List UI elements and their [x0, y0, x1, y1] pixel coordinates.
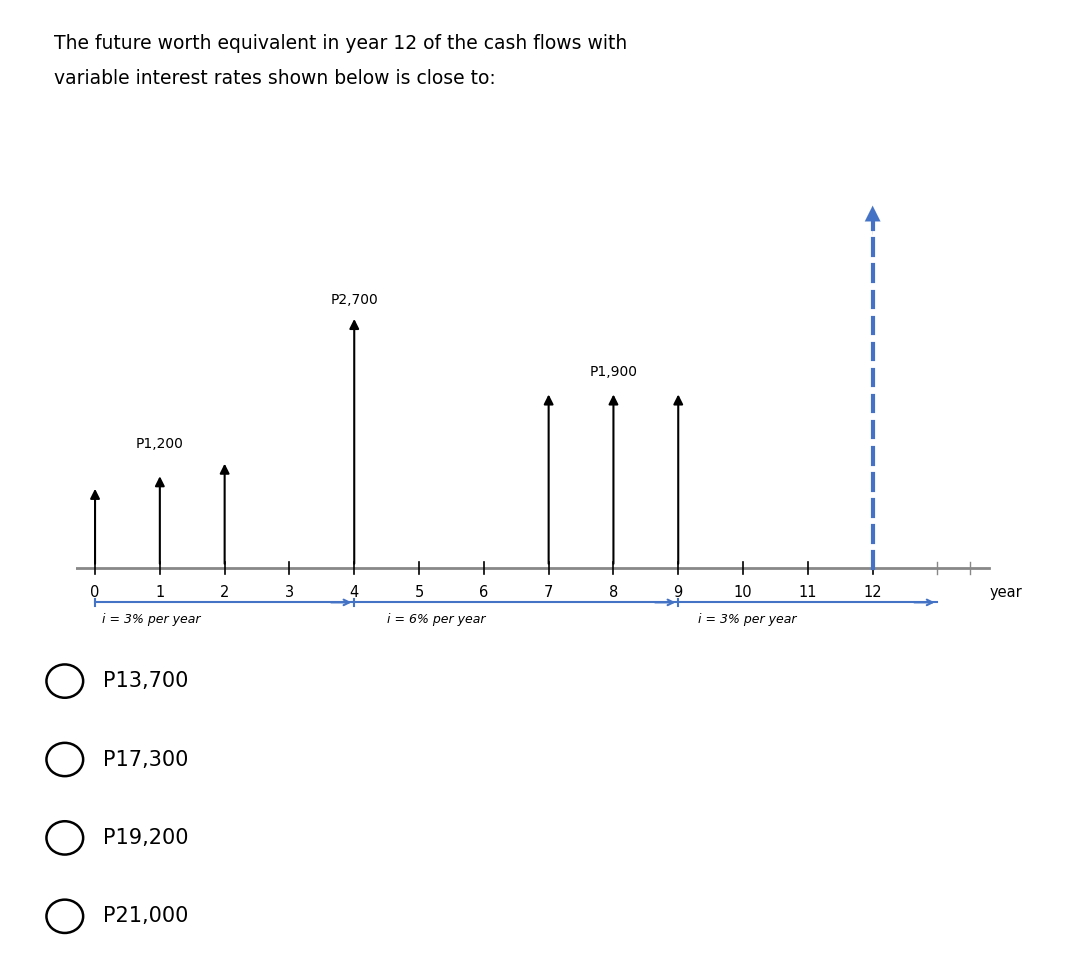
Text: P2,700: P2,700	[330, 293, 378, 307]
Text: i = 6% per year: i = 6% per year	[387, 612, 485, 626]
Text: 7: 7	[544, 585, 553, 601]
Text: i = 3% per year: i = 3% per year	[698, 612, 796, 626]
Text: 9: 9	[674, 585, 683, 601]
Text: P17,300: P17,300	[103, 750, 188, 769]
Text: 6: 6	[480, 585, 488, 601]
Text: P1,200: P1,200	[136, 437, 184, 452]
Text: variable interest rates shown below is close to:: variable interest rates shown below is c…	[54, 69, 496, 87]
Text: The future worth equivalent in year 12 of the cash flows with: The future worth equivalent in year 12 o…	[54, 34, 627, 53]
Text: 5: 5	[415, 585, 423, 601]
Text: year: year	[989, 585, 1022, 601]
Text: 1: 1	[156, 585, 164, 601]
Text: 8: 8	[609, 585, 618, 601]
Text: 4: 4	[350, 585, 359, 601]
Text: P13,700: P13,700	[103, 671, 188, 691]
Text: 3: 3	[285, 585, 294, 601]
Text: 2: 2	[220, 585, 229, 601]
Text: 10: 10	[733, 585, 753, 601]
Text: 11: 11	[798, 585, 818, 601]
Text: i = 3% per year: i = 3% per year	[102, 612, 200, 626]
Text: P21,000: P21,000	[103, 906, 188, 926]
Text: P19,200: P19,200	[103, 828, 188, 848]
Text: 12: 12	[863, 585, 882, 601]
Text: 0: 0	[91, 585, 99, 601]
Text: P1,900: P1,900	[590, 366, 637, 379]
